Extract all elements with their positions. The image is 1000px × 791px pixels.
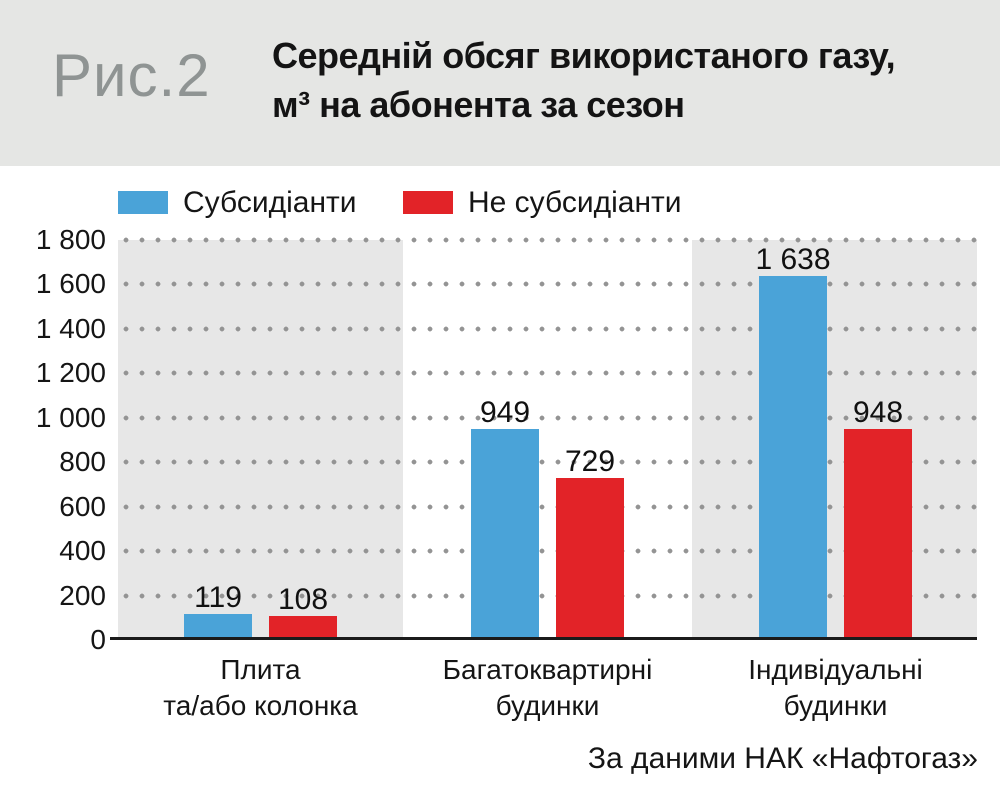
bar	[844, 429, 912, 640]
category-band	[403, 240, 692, 640]
x-category-label-line: та/або колонка	[163, 690, 358, 721]
y-tick-label: 1 400	[35, 312, 106, 344]
x-axis-line	[110, 637, 977, 640]
header-band: Рис.2 Середній обсяг використаного газу,…	[0, 0, 1000, 166]
gridline-dotted	[118, 503, 977, 510]
gridline-dotted	[118, 459, 977, 466]
bar	[759, 276, 827, 640]
gridline-dotted	[118, 592, 977, 599]
bar-value-label: 948	[852, 396, 904, 429]
chart-title-line-2: м³ на абонента за сезон	[272, 84, 685, 125]
legend-label-subsidianti: Субсидіанти	[183, 185, 357, 219]
category-band	[692, 240, 977, 640]
gridline-dotted	[118, 325, 977, 332]
y-tick-label: 1 200	[35, 357, 106, 389]
x-category-label-line: будинки	[783, 690, 888, 721]
y-tick-label: 1 800	[35, 224, 106, 255]
legend-item-subsidianti: Субсидіанти	[118, 185, 357, 219]
bar	[269, 616, 337, 640]
bar	[556, 478, 624, 640]
y-tick-label: 1 600	[35, 268, 106, 300]
legend-label-ne-subsidianti: Не субсидіанти	[468, 185, 682, 219]
legend-swatch-red	[403, 191, 453, 214]
bar-value-label: 119	[194, 581, 242, 614]
y-tick-label: 600	[59, 490, 106, 522]
chart-title-line-1: Середній обсяг використаного газу,	[272, 35, 896, 76]
y-tick-label: 400	[59, 535, 106, 567]
chart-title: Середній обсяг використаного газу, м³ на…	[272, 31, 896, 129]
bar	[184, 614, 252, 640]
x-category-label-line: будинки	[495, 690, 600, 721]
x-category-label-line: Індивідуальні	[748, 654, 923, 685]
y-tick-label: 200	[59, 579, 106, 611]
legend-item-ne-subsidianti: Не субсидіанти	[403, 185, 682, 219]
legend-swatch-blue	[118, 191, 168, 214]
x-category-label-line: Багатоквартирні	[442, 654, 653, 685]
gridline-dotted	[118, 237, 977, 243]
x-category-label: Індивідуальні будинки	[676, 652, 996, 724]
bar-value-label: 108	[277, 583, 329, 616]
bar	[471, 429, 539, 640]
figure-number: Рис.2	[52, 42, 211, 109]
gridline-dotted	[118, 414, 977, 421]
gridline-dotted	[118, 281, 977, 288]
gridline-dotted	[118, 370, 977, 377]
y-tick-label: 800	[59, 446, 106, 478]
gridline-dotted	[118, 548, 977, 555]
y-tick-label: 0	[90, 624, 106, 655]
bar-value-label: 949	[479, 396, 531, 429]
x-category-label: Плита та/або колонка	[101, 652, 421, 724]
x-category-label: Багатоквартирні будинки	[388, 652, 708, 724]
category-band	[118, 240, 403, 640]
plot-area: 119 108 949 729 1 638 948	[110, 237, 977, 640]
bar-value-label: 1 638	[755, 243, 831, 276]
y-tick-label: 1 000	[35, 401, 106, 433]
bar-value-label: 729	[564, 445, 616, 478]
x-category-label-line: Плита	[220, 654, 301, 685]
source-note: За даними НАК «Нафтогаз»	[587, 742, 978, 775]
